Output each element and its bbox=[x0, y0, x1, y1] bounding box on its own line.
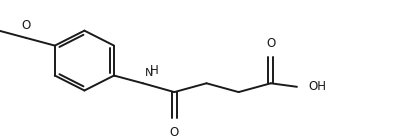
Text: N: N bbox=[144, 68, 152, 78]
Text: O: O bbox=[21, 19, 30, 32]
Text: O: O bbox=[265, 37, 275, 50]
Text: H: H bbox=[150, 64, 158, 77]
Text: O: O bbox=[169, 126, 178, 138]
Text: OH: OH bbox=[308, 80, 325, 93]
